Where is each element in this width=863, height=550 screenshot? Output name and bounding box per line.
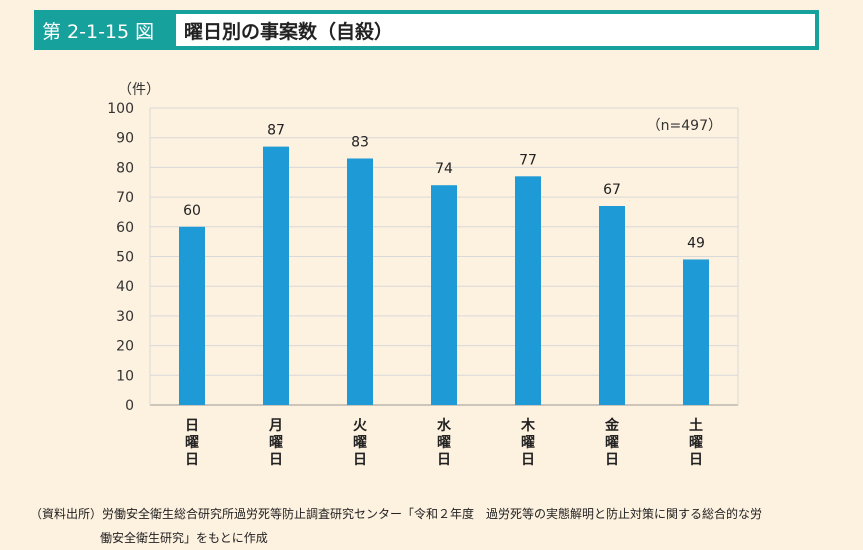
- y-tick-label: 30: [116, 309, 134, 325]
- data-label: 74: [435, 161, 453, 177]
- y-tick-label: 60: [116, 220, 134, 236]
- y-axis-label: （件）: [118, 82, 160, 98]
- x-tick-label: 月曜日: [268, 418, 283, 468]
- data-label: 49: [687, 235, 705, 251]
- y-tick-label: 70: [116, 190, 134, 206]
- data-label: 83: [351, 134, 369, 150]
- bar: [683, 259, 709, 405]
- data-label: 67: [603, 182, 621, 198]
- data-label: 60: [183, 203, 201, 219]
- bar-chart: 0 10 20 30 40 50 60 70 80 90 100 （件） （n=497） 60 日曜日 87 月…: [107, 82, 739, 468]
- bar: [599, 206, 625, 405]
- x-tick-label: 火曜日: [353, 418, 368, 468]
- sample-size-note: （n=497）: [647, 118, 722, 134]
- y-tick-label: 50: [116, 250, 134, 266]
- source-note: （資料出所）労働安全衛生総合研究所過労死等防止調査研究センター「令和２年度 過労…: [30, 502, 762, 550]
- figure-number: 第 2-1-15 図: [42, 20, 155, 43]
- source-line-1: （資料出所）労働安全衛生総合研究所過労死等防止調査研究センター「令和２年度 過労…: [30, 507, 763, 521]
- source-line-2: 働安全衛生研究」をもとに作成: [100, 531, 268, 545]
- data-label: 87: [267, 123, 285, 139]
- y-tick-label: 20: [116, 339, 134, 355]
- y-tick-label: 40: [116, 279, 134, 295]
- bar: [263, 146, 289, 406]
- bar: [179, 226, 205, 405]
- bar: [347, 158, 373, 405]
- x-tick-label: 水曜日: [437, 417, 452, 468]
- y-tick-label: 100: [107, 101, 134, 117]
- y-tick-label: 80: [116, 160, 134, 176]
- bar: [431, 185, 457, 405]
- y-tick-label: 10: [116, 368, 134, 384]
- title-bar: 第 2-1-15 図 曜日別の事案数（自殺）: [34, 10, 819, 50]
- chart-title: 曜日別の事案数（自殺）: [176, 14, 815, 46]
- data-label: 77: [519, 152, 537, 168]
- y-tick-label: 0: [125, 398, 134, 414]
- x-tick-label: 金曜日: [604, 417, 620, 468]
- x-tick-label: 日曜日: [185, 418, 199, 468]
- y-tick-label: 90: [116, 131, 134, 147]
- x-tick-label: 土曜日: [689, 417, 703, 468]
- x-tick-label: 木曜日: [520, 417, 536, 468]
- bar: [515, 176, 541, 405]
